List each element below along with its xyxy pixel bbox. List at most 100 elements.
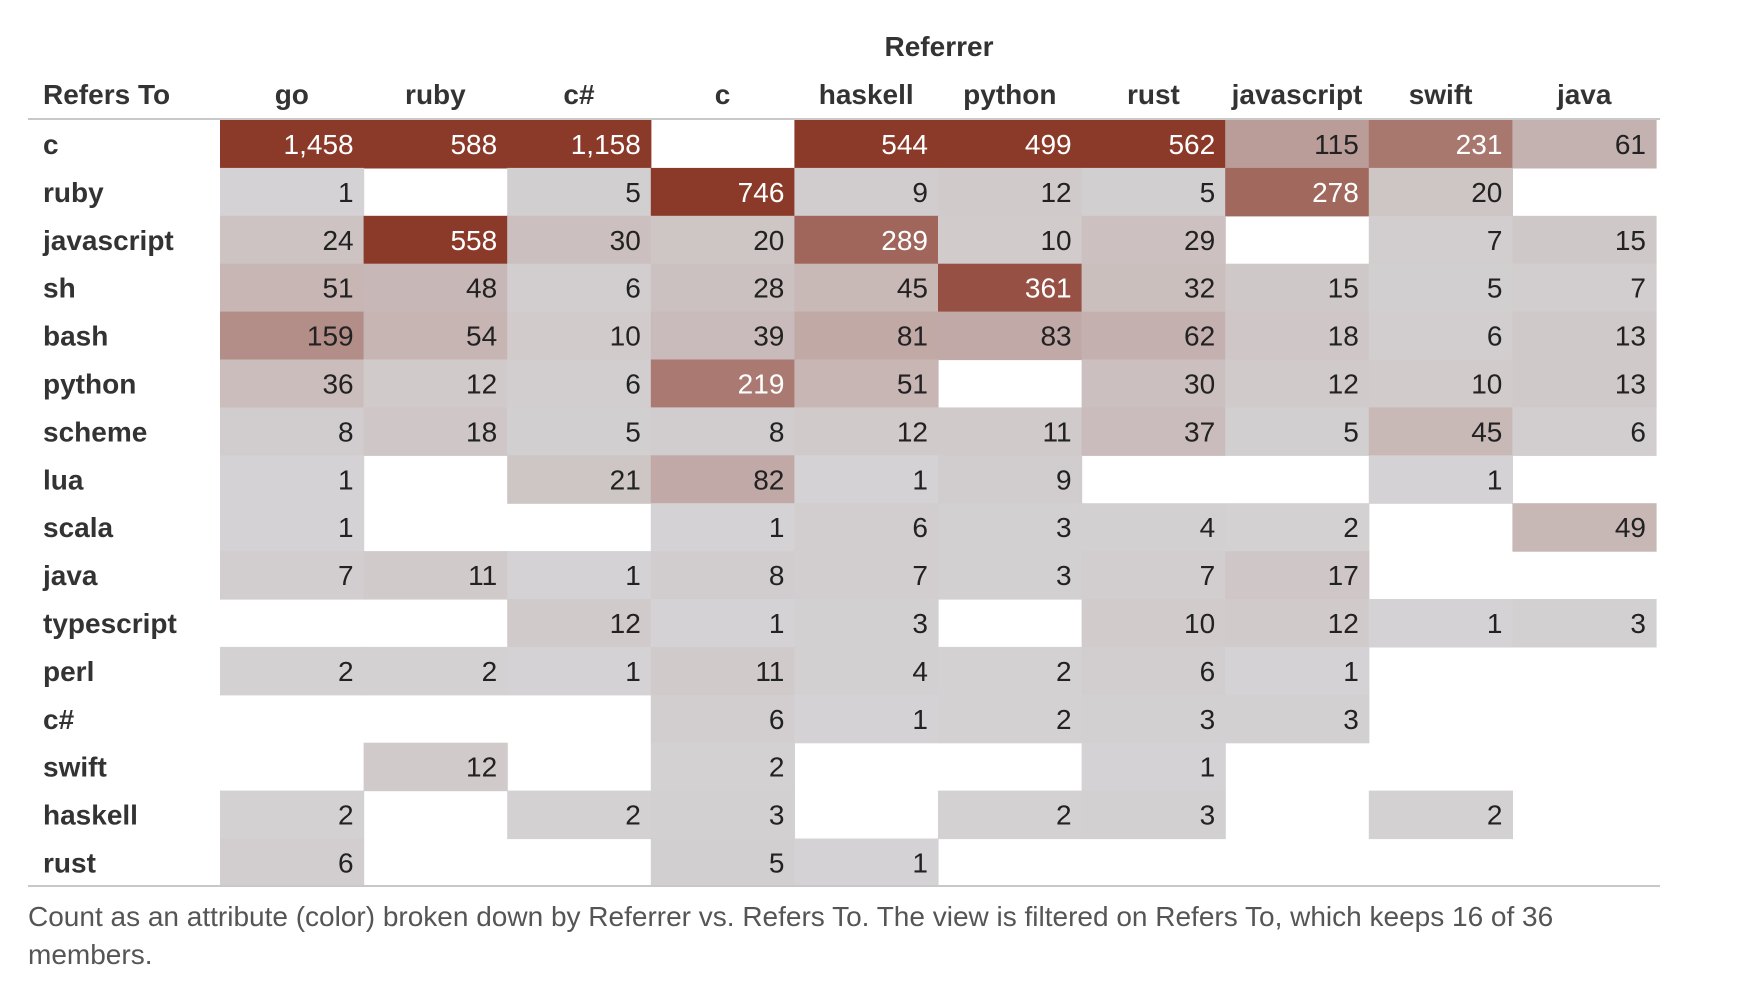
cell-value-label: 12	[897, 416, 928, 447]
heatmap-cell	[1081, 646, 1226, 696]
row-header-lua: lua	[43, 464, 84, 495]
heatmap-cell	[507, 167, 652, 217]
heatmap-cell	[220, 455, 365, 504]
heatmap-cell	[794, 263, 939, 313]
heatmap-cell	[220, 646, 365, 696]
heatmap-cell	[650, 359, 795, 408]
heatmap-cell	[938, 790, 1083, 840]
column-header-rust: rust	[1127, 79, 1180, 110]
heatmap-cell	[650, 407, 795, 456]
row-header-perl: perl	[43, 656, 94, 687]
cell-value-label: 62	[1184, 321, 1215, 352]
heatmap-cell	[938, 215, 1083, 265]
cell-value-label: 10	[1471, 368, 1502, 399]
cell-value-label: 12	[1328, 368, 1359, 399]
cell-value-label: 2	[625, 800, 641, 831]
cell-value-label: 61	[1615, 129, 1646, 160]
cell-value-label: 7	[912, 560, 928, 591]
cell-value-label: 18	[466, 416, 497, 447]
heatmap-cell	[794, 311, 939, 361]
heatmap-cell	[938, 694, 1083, 744]
row-header-java: java	[42, 560, 98, 591]
heatmap-cell	[363, 311, 508, 361]
row-header-python: python	[43, 368, 136, 399]
heatmap-cell	[507, 599, 652, 648]
heatmap-cell	[220, 120, 365, 169]
cell-value-label: 219	[738, 368, 785, 399]
heatmap-cell	[794, 694, 939, 744]
heatmap-cell	[650, 742, 795, 792]
cell-value-label: 159	[307, 321, 354, 352]
cell-value-label: 83	[1040, 321, 1071, 352]
heatmap-cell	[794, 838, 939, 887]
cell-value-label: 5	[1487, 273, 1503, 304]
heatmap-cell	[1081, 694, 1226, 744]
cell-value-label: 1	[338, 512, 354, 543]
cell-value-label: 11	[1043, 416, 1072, 447]
heatmap-cell	[794, 599, 939, 648]
cell-value-label: 5	[625, 177, 641, 208]
cell-value-label: 7	[1630, 273, 1646, 304]
heatmap-cell	[1512, 599, 1657, 648]
heatmap-cell	[220, 167, 365, 217]
heatmap-cell	[1368, 599, 1513, 648]
heatmap-cell	[1081, 407, 1226, 456]
cell-value-label: 8	[338, 416, 354, 447]
cell-value-label: 1	[338, 177, 354, 208]
heatmap-cell	[1225, 263, 1370, 313]
heatmap-cell	[363, 551, 508, 600]
heatmap-cell	[794, 215, 939, 265]
cell-value-label: 7	[1487, 225, 1503, 256]
cell-value-label: 11	[755, 656, 784, 687]
cell-value-label: 21	[610, 464, 641, 495]
heatmap-cell	[650, 790, 795, 840]
cell-value-label: 29	[1184, 225, 1215, 256]
heatmap-cell	[220, 551, 365, 600]
cell-value-label: 1	[912, 704, 928, 735]
heatmap-cell	[1081, 551, 1226, 600]
heatmap-cell	[507, 790, 652, 840]
cell-value-label: 17	[1328, 560, 1359, 591]
cell-value-label: 6	[1200, 656, 1216, 687]
heatmap-cell	[1225, 551, 1370, 600]
cell-value-label: 5	[1200, 177, 1216, 208]
cell-value-label: 2	[482, 656, 498, 687]
cell-value-label: 544	[881, 129, 928, 160]
heatmap-cell	[794, 167, 939, 217]
cell-value-label: 6	[1630, 416, 1646, 447]
heatmap-cell	[650, 646, 795, 696]
heatmap-cell	[938, 167, 1083, 217]
heatmap-cell	[220, 215, 365, 265]
heatmap-cell	[1081, 599, 1226, 648]
heatmap-cell	[1368, 407, 1513, 456]
column-header-go: go	[275, 79, 309, 110]
heatmap-cell	[938, 311, 1083, 361]
heatmap-cell	[507, 455, 652, 504]
cell-value-label: 588	[450, 129, 497, 160]
cell-value-label: 3	[1056, 512, 1072, 543]
cell-value-label: 1	[769, 608, 785, 639]
heatmap-cell	[938, 120, 1083, 169]
column-header-java: java	[1556, 79, 1612, 110]
cell-value-label: 3	[1343, 704, 1359, 735]
row-header-haskell: haskell	[43, 800, 138, 831]
cell-value-label: 2	[1487, 800, 1503, 831]
heatmap-cell	[1081, 790, 1226, 840]
heatmap-cell	[507, 551, 652, 600]
cell-value-label: 6	[912, 512, 928, 543]
cell-value-label: 12	[1328, 608, 1359, 639]
cell-value-label: 1,158	[571, 129, 641, 160]
chart-caption: Count as an attribute (color) broken dow…	[28, 901, 1554, 970]
heatmap-cell	[363, 263, 508, 313]
cell-value-label: 5	[1343, 416, 1359, 447]
cell-value-label: 28	[753, 273, 784, 304]
cell-value-label: 1	[625, 560, 641, 591]
heatmap-cell	[1368, 167, 1513, 217]
heatmap-cell	[794, 503, 939, 552]
heatmap-cell	[1081, 359, 1226, 408]
cell-value-label: 2	[1056, 704, 1072, 735]
cell-value-label: 746	[738, 177, 785, 208]
cell-value-label: 2	[1343, 512, 1359, 543]
cell-value-label: 6	[338, 848, 354, 879]
cell-value-label: 7	[338, 560, 354, 591]
